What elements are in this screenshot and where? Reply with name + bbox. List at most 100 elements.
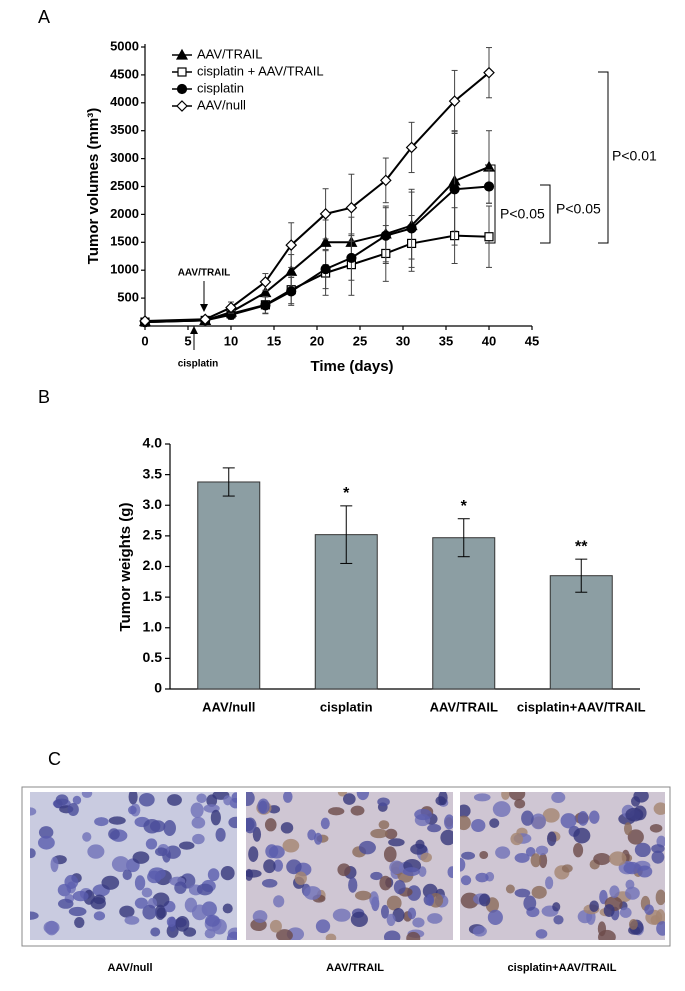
cell	[609, 885, 620, 898]
cell	[388, 838, 405, 847]
point	[285, 239, 298, 251]
cell	[637, 865, 653, 878]
y-tick-label: 2500	[110, 178, 139, 193]
cells	[30, 792, 237, 940]
line	[144, 166, 490, 323]
point	[259, 276, 272, 288]
cell	[384, 828, 398, 840]
cell	[478, 893, 491, 907]
cell	[122, 869, 132, 881]
cell	[475, 872, 489, 883]
cells	[246, 792, 453, 940]
cell	[111, 856, 130, 872]
cell	[269, 919, 282, 933]
cell	[280, 822, 294, 834]
x-tick-label: 45	[525, 333, 539, 348]
x-axis-label: Time (days)	[310, 358, 393, 375]
micrograph	[460, 792, 665, 940]
cell	[50, 856, 59, 873]
cell	[191, 816, 206, 829]
cell	[492, 801, 511, 818]
cell	[460, 815, 471, 831]
cell	[320, 817, 330, 830]
annotation: cisplatin	[178, 359, 219, 370]
cell	[82, 832, 92, 842]
bar	[197, 481, 261, 690]
cell	[487, 909, 503, 926]
cell	[142, 904, 157, 920]
cell	[530, 853, 542, 868]
x-tick-label: 15	[267, 333, 281, 348]
cell	[273, 895, 285, 908]
cell	[393, 879, 406, 895]
cell	[248, 846, 259, 862]
cell	[265, 844, 279, 859]
cell	[402, 867, 420, 877]
cell	[68, 906, 87, 917]
cell	[143, 818, 161, 834]
cell	[625, 807, 644, 822]
cell	[573, 842, 584, 858]
cell	[108, 828, 120, 840]
cell	[392, 907, 405, 923]
cell	[561, 864, 573, 873]
point	[405, 141, 418, 154]
cell	[72, 890, 89, 902]
cell	[163, 820, 176, 836]
y-tick-label: 0	[154, 680, 162, 696]
cell	[246, 792, 255, 807]
cell	[303, 886, 322, 900]
y-tick-label: 3000	[110, 150, 139, 165]
panel-label: C	[48, 749, 61, 769]
cell	[64, 874, 79, 889]
cell	[150, 927, 161, 937]
cell	[546, 831, 557, 847]
series	[138, 130, 496, 327]
cell	[426, 893, 435, 907]
y-tick-label: 1.0	[143, 618, 163, 634]
cell	[523, 895, 537, 911]
point	[225, 301, 237, 314]
cell	[383, 930, 401, 940]
cell	[223, 795, 233, 806]
annotation: AAV/TRAIL	[178, 268, 231, 279]
cell	[501, 792, 510, 800]
cell	[307, 829, 317, 841]
cell	[471, 818, 486, 833]
y-tick-label: 3.0	[143, 496, 163, 512]
cell	[257, 798, 270, 815]
cell	[623, 822, 632, 836]
point	[346, 252, 357, 264]
legend-label: AAV/TRAIL	[197, 46, 263, 61]
cell	[192, 833, 205, 845]
cell	[147, 870, 162, 884]
cell	[628, 919, 638, 930]
cell	[134, 875, 146, 891]
cell	[655, 909, 665, 925]
cell	[138, 792, 155, 807]
point	[449, 184, 460, 195]
y-tick-label: 3500	[110, 122, 139, 137]
cell	[191, 904, 208, 921]
cell	[406, 931, 421, 940]
micrograph	[30, 792, 237, 940]
cell	[174, 881, 187, 894]
cell	[167, 794, 182, 806]
cell	[589, 900, 599, 912]
cell	[573, 827, 591, 844]
cell	[38, 826, 54, 839]
cell	[505, 884, 515, 894]
cell	[294, 871, 307, 885]
legend-marker	[176, 83, 188, 95]
cell	[631, 796, 641, 807]
cell	[542, 808, 560, 823]
cell	[87, 844, 105, 859]
image-caption: AAV/null	[107, 962, 152, 974]
y-tick-label: 2.0	[143, 557, 163, 573]
annotation: P<0.05	[500, 206, 545, 222]
cell	[418, 866, 427, 877]
y-axis-label: Tumor volumes (mm³)	[85, 108, 102, 264]
cell	[155, 904, 166, 920]
point	[139, 315, 151, 327]
cell	[551, 792, 566, 804]
